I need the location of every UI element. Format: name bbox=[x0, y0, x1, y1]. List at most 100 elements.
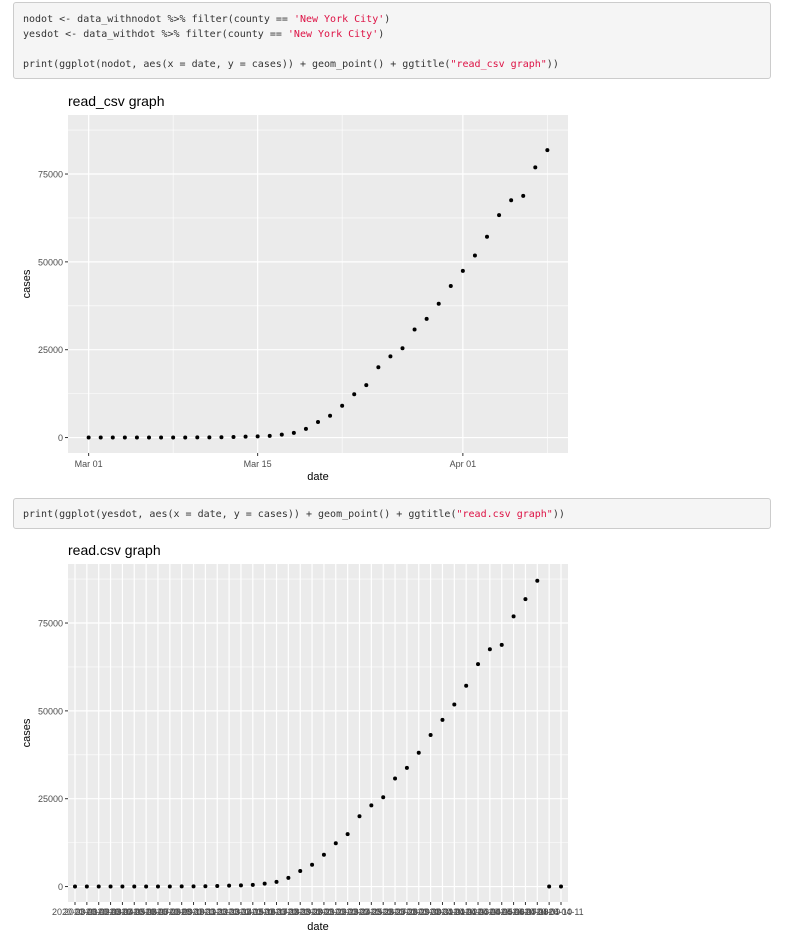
data-point bbox=[171, 435, 176, 440]
x-tick-label: 2020-03-15 bbox=[218, 907, 264, 917]
x-tick-label: 2020-03-01 bbox=[52, 907, 98, 917]
data-point bbox=[183, 435, 188, 440]
data-point bbox=[487, 647, 492, 652]
data-point bbox=[440, 717, 445, 722]
data-point bbox=[298, 869, 303, 874]
data-point bbox=[357, 814, 362, 819]
data-point bbox=[321, 852, 326, 857]
code-string: 'New York City' bbox=[287, 29, 379, 40]
data-point bbox=[400, 346, 405, 351]
x-tick-label: 2020-04-11 bbox=[538, 907, 583, 917]
x-tick-label: 2020-04-03 bbox=[443, 907, 489, 917]
x-tick-label: 2020-03-03 bbox=[76, 907, 122, 917]
code-block-2[interactable]: print(ggplot(yesdot, aes(x = date, y = c… bbox=[13, 498, 771, 529]
y-axis-title: cases bbox=[21, 718, 33, 747]
data-point bbox=[448, 284, 453, 289]
data-point bbox=[472, 253, 477, 258]
x-tick-label: 2020-03-11 bbox=[171, 907, 216, 917]
data-point bbox=[509, 198, 514, 203]
data-point bbox=[460, 268, 465, 273]
y-tick-label: 25000 bbox=[38, 345, 63, 355]
code-line: print(ggplot(yesdot, aes(x = date, y = c… bbox=[23, 507, 761, 522]
data-point bbox=[303, 426, 308, 431]
data-point bbox=[521, 193, 526, 198]
x-tick-label: 2020-03-05 bbox=[99, 907, 145, 917]
code-string: 'New York City' bbox=[293, 14, 385, 25]
x-tick-label: 2020-03-23 bbox=[313, 907, 359, 917]
data-point bbox=[559, 884, 563, 889]
y-tick-label: 50000 bbox=[38, 257, 63, 267]
data-point bbox=[267, 433, 272, 438]
data-point bbox=[497, 213, 502, 218]
data-point bbox=[132, 884, 137, 889]
data-point bbox=[340, 403, 345, 408]
data-point bbox=[195, 435, 200, 440]
data-point bbox=[120, 884, 125, 889]
data-point bbox=[84, 884, 89, 889]
y-tick-label: 0 bbox=[58, 882, 63, 892]
data-point bbox=[388, 354, 393, 359]
x-tick-label: 2020-04-09 bbox=[514, 907, 560, 917]
code-string: "read_csv graph" bbox=[450, 59, 547, 70]
data-point bbox=[499, 642, 504, 647]
x-tick-label: 2020-03-24 bbox=[325, 907, 371, 917]
y-tick-label: 75000 bbox=[38, 619, 63, 629]
data-point bbox=[393, 776, 398, 781]
data-point bbox=[179, 884, 184, 889]
x-tick-label: 2020-03-19 bbox=[265, 907, 311, 917]
data-point bbox=[547, 884, 552, 889]
x-tick-label: 2020-04-06 bbox=[479, 907, 525, 917]
y-tick-label: 50000 bbox=[38, 706, 63, 716]
x-tick-label: 2020-03-31 bbox=[408, 907, 454, 917]
data-point bbox=[215, 883, 220, 888]
x-tick-label: 2020-03-27 bbox=[360, 907, 406, 917]
y-axis-title: cases bbox=[21, 269, 33, 298]
chart-title: read_csv graph bbox=[68, 93, 165, 109]
data-point bbox=[452, 702, 457, 707]
data-point bbox=[381, 795, 386, 800]
data-point bbox=[428, 733, 433, 738]
x-tick-label: 2020-04-01 bbox=[419, 907, 465, 917]
code-text: )) bbox=[546, 59, 559, 70]
plot-panel bbox=[68, 564, 568, 902]
data-point bbox=[352, 392, 357, 397]
x-tick-label: 2020-03-14 bbox=[206, 907, 252, 917]
data-point bbox=[328, 413, 333, 418]
data-point bbox=[144, 884, 149, 889]
code-line: yesdot <- data_withdot %>% filter(county… bbox=[23, 27, 761, 42]
data-point bbox=[250, 882, 255, 887]
data-point bbox=[310, 862, 315, 867]
x-tick-label: 2020-03-04 bbox=[88, 907, 134, 917]
code-text: )) bbox=[552, 509, 565, 520]
x-tick-label: Apr 01 bbox=[450, 459, 477, 469]
data-point bbox=[412, 327, 417, 332]
data-point bbox=[291, 430, 296, 435]
data-point bbox=[227, 883, 232, 888]
x-tick-label: 2020-03-07 bbox=[123, 907, 169, 917]
chart-title: read.csv graph bbox=[68, 542, 161, 558]
x-tick-label: 2020-03-06 bbox=[111, 907, 157, 917]
x-tick-label: 2020-04-08 bbox=[502, 907, 548, 917]
data-point bbox=[533, 165, 538, 170]
data-point bbox=[476, 662, 481, 667]
x-tick-label: Mar 01 bbox=[75, 459, 103, 469]
y-tick-label: 75000 bbox=[38, 170, 63, 180]
chart-read-csv: read_csv graph 0 25000 50000 75000 Mar 01 Mar … bbox=[21, 93, 568, 483]
x-axis-title: date bbox=[307, 471, 328, 483]
code-string: "read.csv graph" bbox=[456, 509, 553, 520]
x-tick-label: 2020-03-25 bbox=[336, 907, 382, 917]
data-point bbox=[122, 435, 127, 440]
x-tick-label: 2020-03-16 bbox=[230, 907, 276, 917]
x-tick-label: 2020-04-07 bbox=[491, 907, 537, 917]
x-tick-label: 2020-03-02 bbox=[64, 907, 110, 917]
code-text: nodot <- data_withnodot %>% filter(count… bbox=[23, 14, 294, 25]
code-block-1[interactable]: nodot <- data_withnodot %>% filter(count… bbox=[13, 2, 771, 79]
x-tick-label: 2020-03-09 bbox=[147, 907, 193, 917]
data-point bbox=[191, 884, 196, 889]
code-text: yesdot <- data_withdot %>% filter(county… bbox=[23, 29, 288, 40]
x-tick-label: 2020-03-28 bbox=[372, 907, 418, 917]
data-point bbox=[86, 435, 91, 440]
x-tick-label: 2020-03-13 bbox=[194, 907, 240, 917]
data-point bbox=[98, 435, 103, 440]
code-text: ) bbox=[384, 14, 391, 25]
